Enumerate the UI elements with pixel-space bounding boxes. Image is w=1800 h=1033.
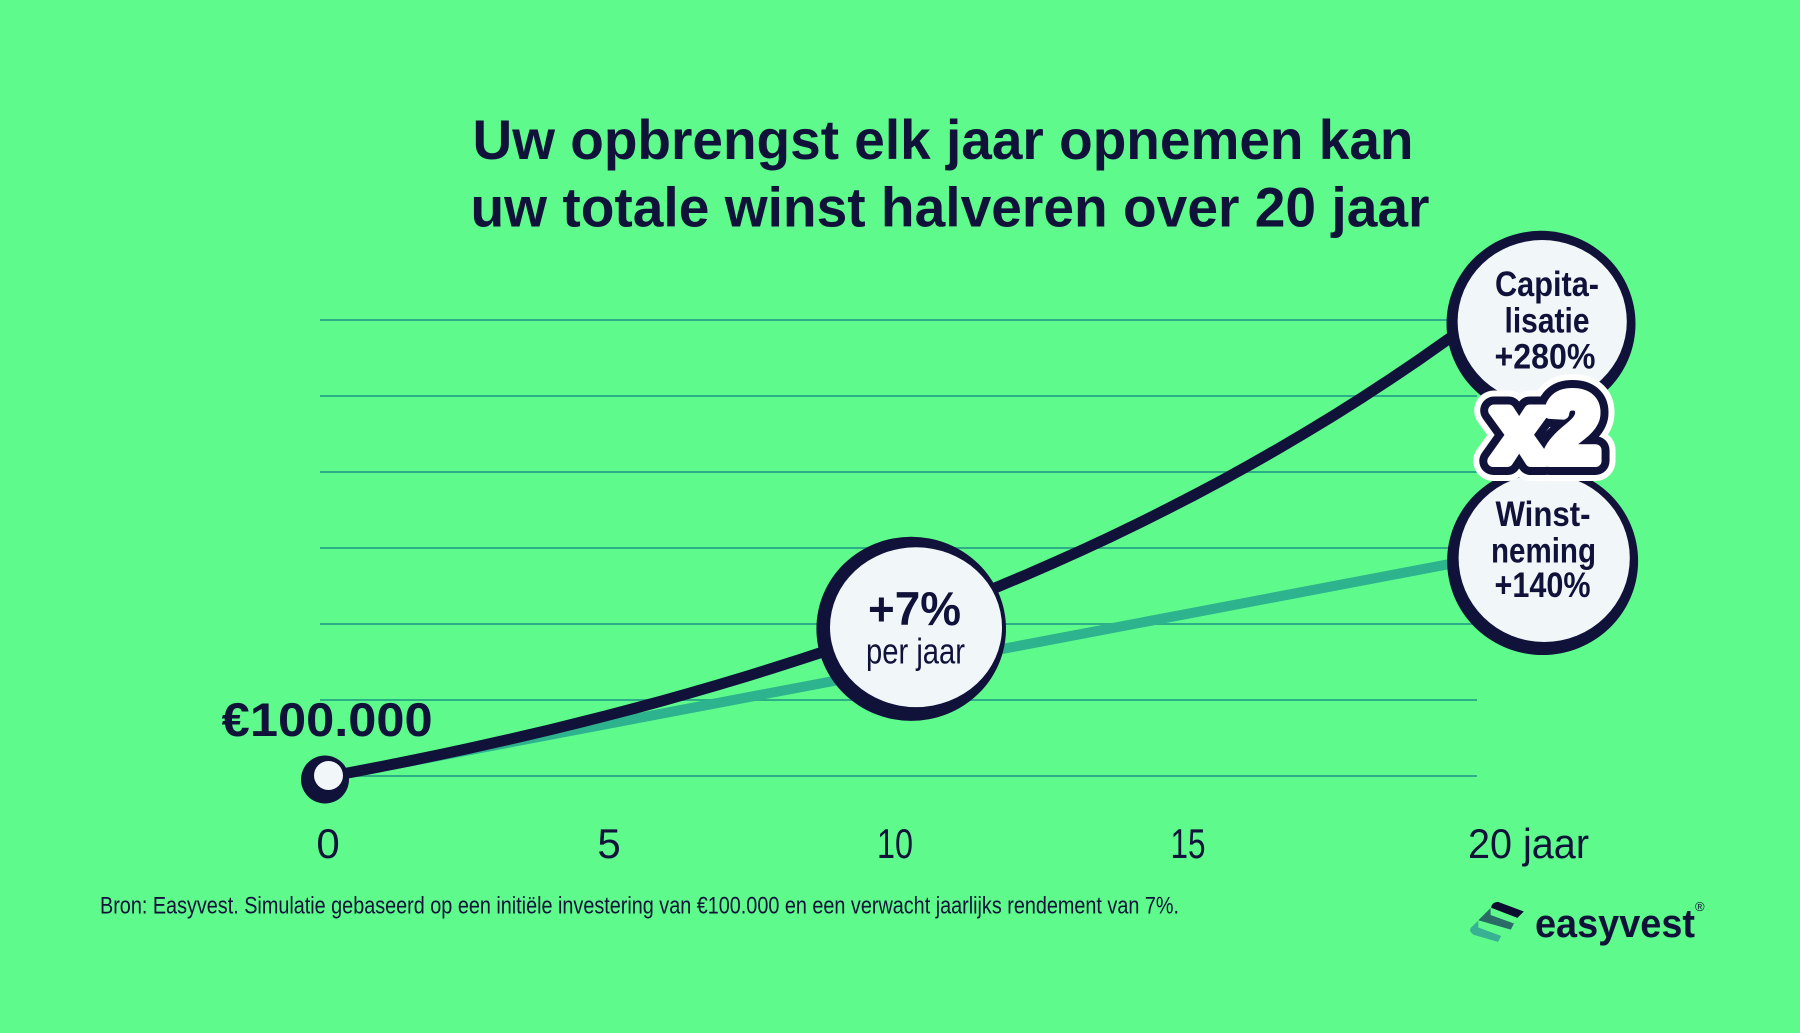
svg-text:10: 10 <box>877 820 913 867</box>
svg-text:easyvest: easyvest <box>1535 902 1695 946</box>
svg-text:lisatie: lisatie <box>1505 302 1590 341</box>
svg-text:x2: x2 <box>1493 375 1600 482</box>
svg-text:0: 0 <box>316 820 339 867</box>
svg-text:15: 15 <box>1171 820 1206 867</box>
svg-text:per jaar: per jaar <box>866 631 965 672</box>
svg-text:Uw opbrengst elk jaar opnemen: Uw opbrengst elk jaar opnemen kan <box>473 108 1414 171</box>
svg-text:20 jaar: 20 jaar <box>1468 820 1589 867</box>
svg-text:Winst-: Winst- <box>1496 495 1591 534</box>
svg-text:+7%: +7% <box>868 582 961 635</box>
svg-text:+140%: +140% <box>1495 566 1591 605</box>
svg-text:x2: x2 <box>1493 375 1600 482</box>
svg-text:neming: neming <box>1491 532 1596 571</box>
svg-text:5: 5 <box>597 820 620 867</box>
svg-text:uw totale winst halveren over: uw totale winst halveren over 20 jaar <box>471 176 1430 239</box>
svg-text:€100.000: €100.000 <box>222 693 433 746</box>
svg-text:Bron: Easyvest. Simulatie geba: Bron: Easyvest. Simulatie gebaseerd op e… <box>100 893 1179 920</box>
svg-text:Capita-: Capita- <box>1495 265 1599 304</box>
svg-text:+280%: +280% <box>1495 338 1596 377</box>
svg-text:x2: x2 <box>1493 375 1600 482</box>
svg-text:®: ® <box>1695 899 1705 914</box>
